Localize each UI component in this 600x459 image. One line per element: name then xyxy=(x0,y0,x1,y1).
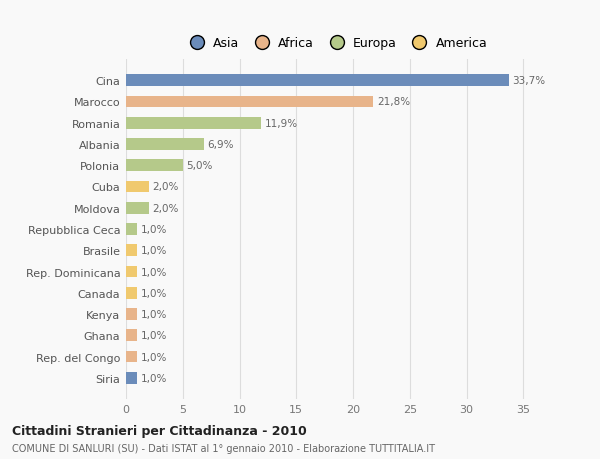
Text: 1,0%: 1,0% xyxy=(141,330,167,341)
Bar xyxy=(126,287,137,299)
Bar xyxy=(126,118,261,129)
Text: 1,0%: 1,0% xyxy=(141,224,167,235)
Text: COMUNE DI SANLURI (SU) - Dati ISTAT al 1° gennaio 2010 - Elaborazione TUTTITALIA: COMUNE DI SANLURI (SU) - Dati ISTAT al 1… xyxy=(12,443,435,453)
Text: 1,0%: 1,0% xyxy=(141,288,167,298)
Text: Cittadini Stranieri per Cittadinanza - 2010: Cittadini Stranieri per Cittadinanza - 2… xyxy=(12,424,307,437)
Text: 1,0%: 1,0% xyxy=(141,267,167,277)
Text: 2,0%: 2,0% xyxy=(152,203,178,213)
Text: 2,0%: 2,0% xyxy=(152,182,178,192)
Text: 6,9%: 6,9% xyxy=(208,140,234,150)
Bar xyxy=(126,224,137,235)
Bar xyxy=(126,245,137,257)
Bar xyxy=(126,202,149,214)
Bar xyxy=(126,372,137,384)
Bar xyxy=(126,351,137,363)
Bar xyxy=(126,160,183,172)
Text: 1,0%: 1,0% xyxy=(141,373,167,383)
Text: 5,0%: 5,0% xyxy=(186,161,212,171)
Bar xyxy=(126,330,137,341)
Text: 21,8%: 21,8% xyxy=(377,97,410,107)
Legend: Asia, Africa, Europa, America: Asia, Africa, Europa, America xyxy=(179,32,493,55)
Bar xyxy=(126,139,205,151)
Text: 11,9%: 11,9% xyxy=(265,118,298,129)
Text: 1,0%: 1,0% xyxy=(141,309,167,319)
Text: 1,0%: 1,0% xyxy=(141,352,167,362)
Bar xyxy=(126,75,509,87)
Bar xyxy=(126,96,373,108)
Text: 33,7%: 33,7% xyxy=(512,76,545,86)
Bar xyxy=(126,308,137,320)
Bar xyxy=(126,266,137,278)
Text: 1,0%: 1,0% xyxy=(141,246,167,256)
Bar xyxy=(126,181,149,193)
